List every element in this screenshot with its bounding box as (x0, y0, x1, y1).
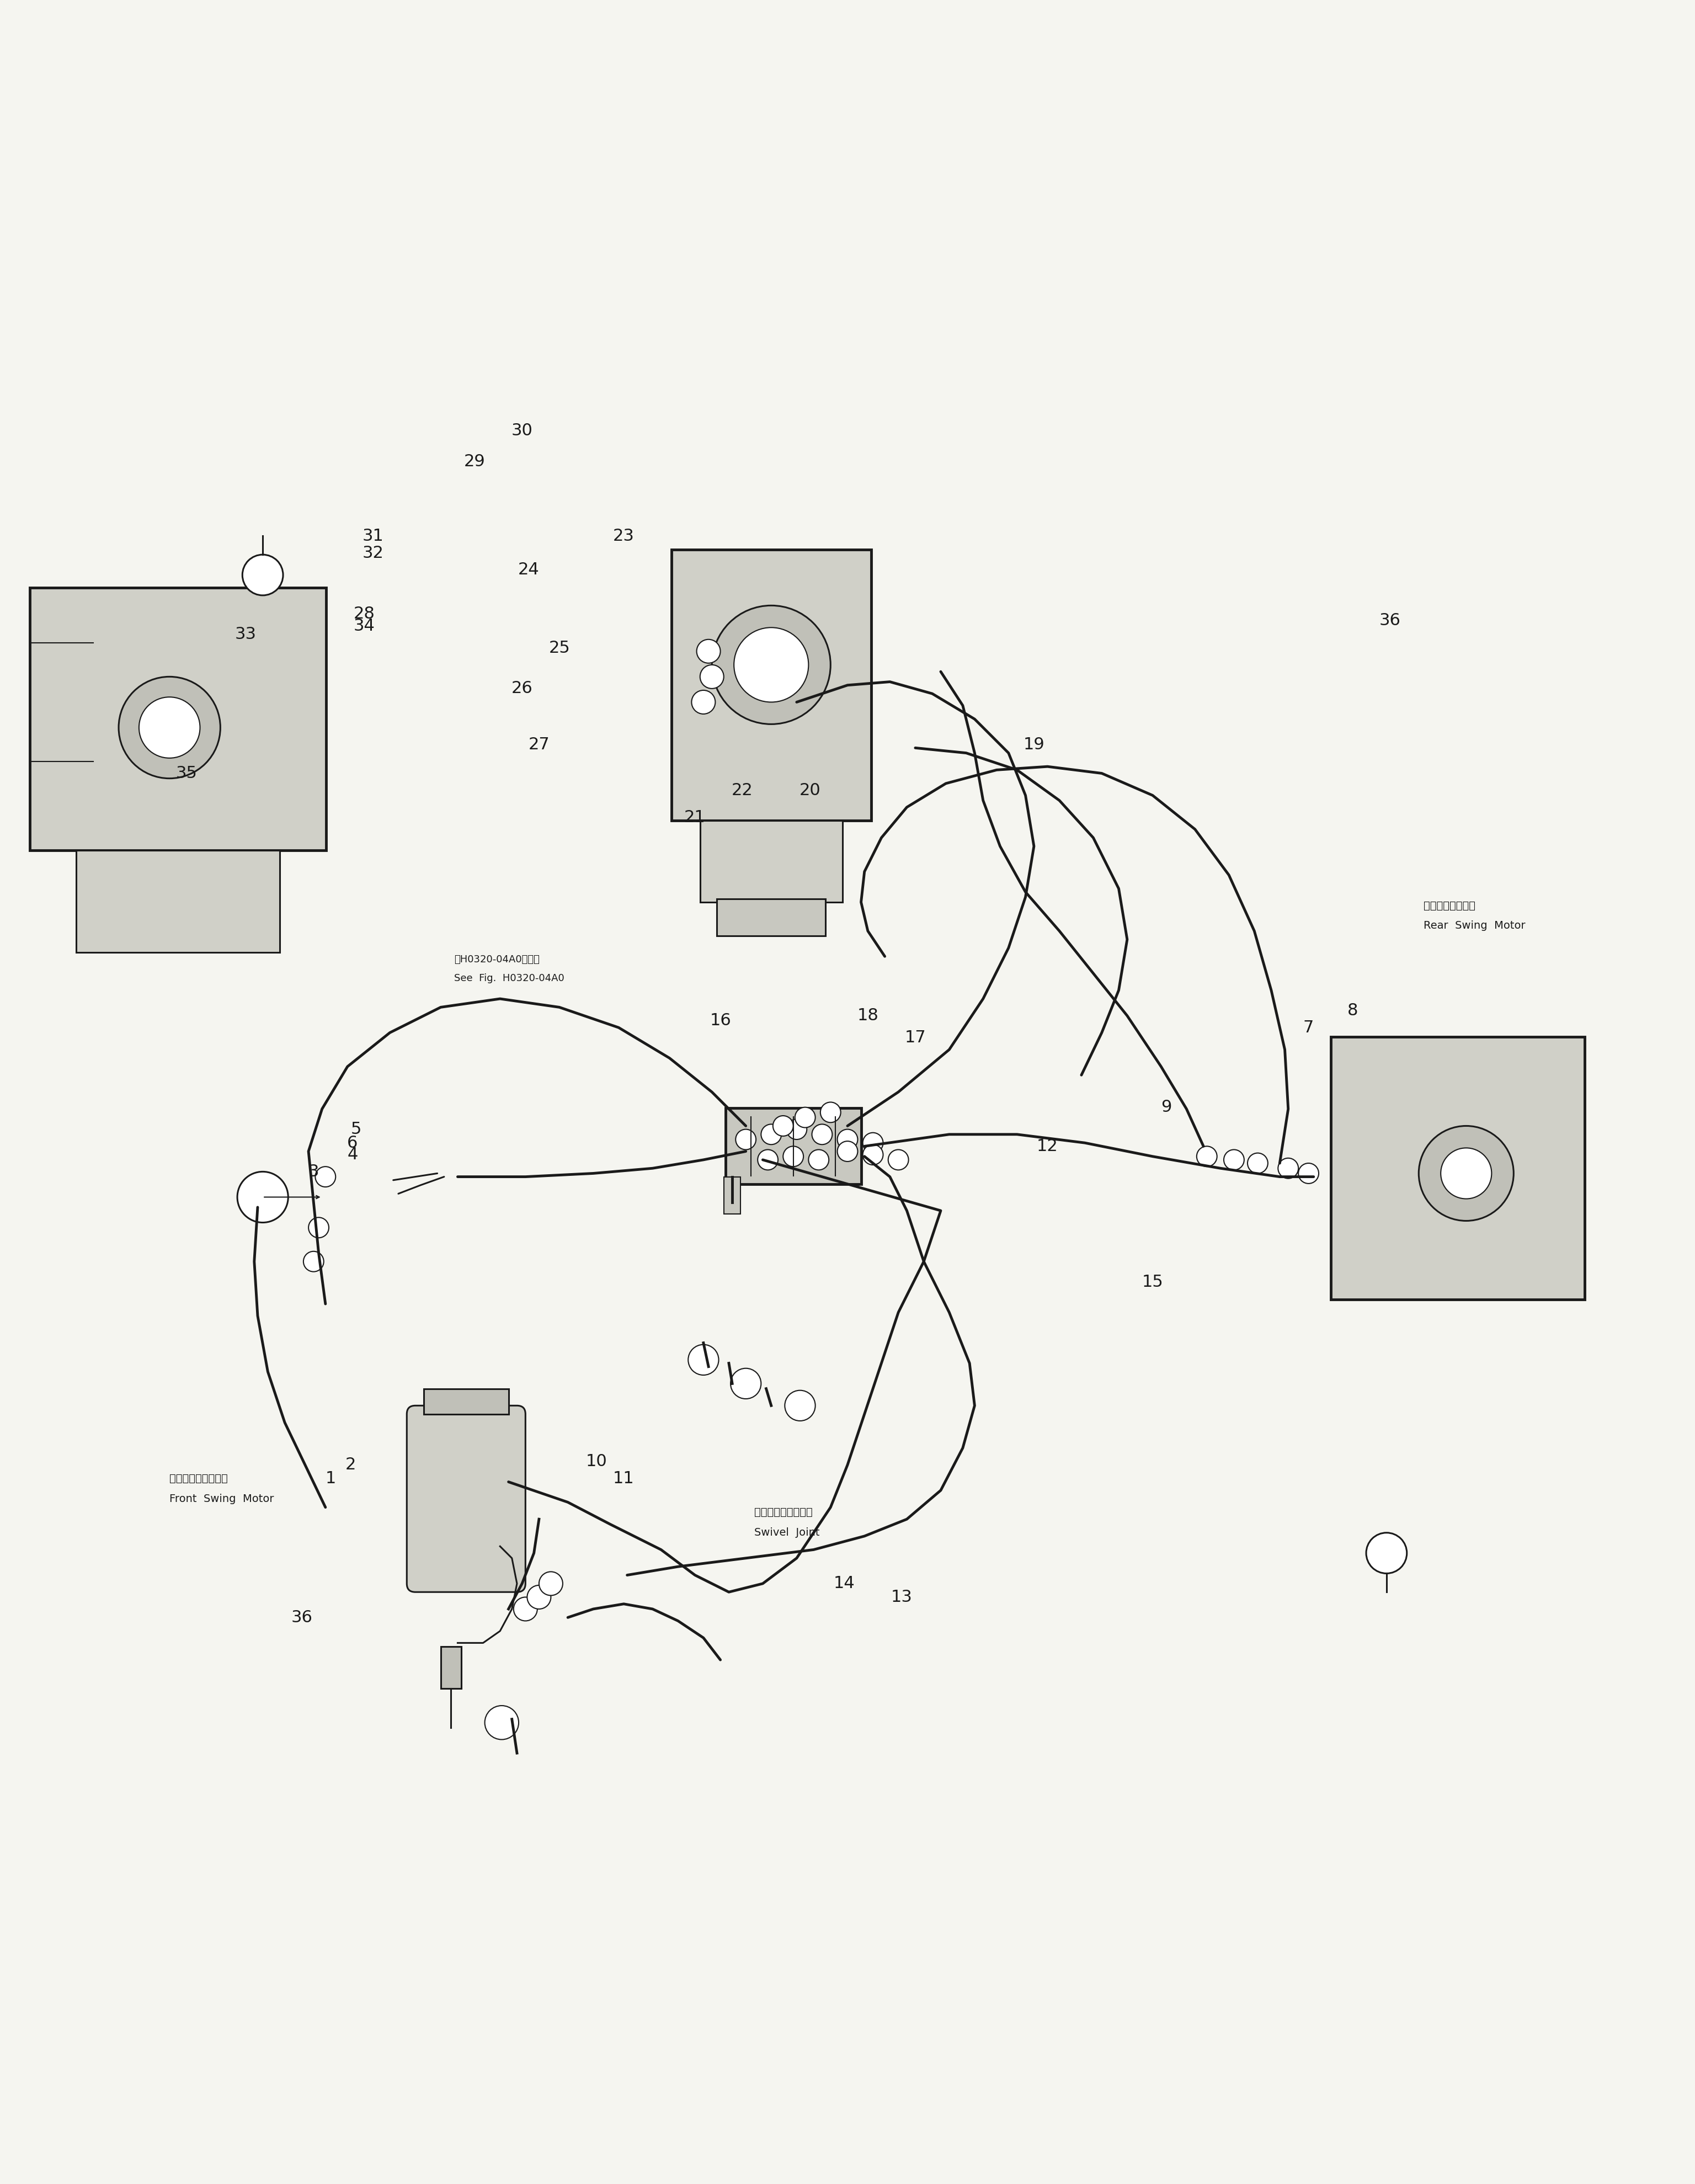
Text: リヤー旋回モータ: リヤー旋回モータ (1424, 900, 1476, 911)
Text: Front  Swing  Motor: Front Swing Motor (170, 1494, 275, 1505)
Circle shape (1366, 1533, 1407, 1572)
Text: 9: 9 (1161, 1099, 1171, 1116)
Circle shape (1419, 1127, 1514, 1221)
Circle shape (119, 677, 220, 778)
FancyBboxPatch shape (76, 850, 280, 952)
Text: 24: 24 (519, 561, 539, 579)
Circle shape (863, 1144, 883, 1164)
Text: 11: 11 (614, 1470, 634, 1487)
Circle shape (1248, 1153, 1268, 1173)
FancyBboxPatch shape (717, 900, 825, 937)
Circle shape (812, 1125, 832, 1144)
FancyBboxPatch shape (700, 821, 842, 902)
FancyBboxPatch shape (725, 1107, 861, 1184)
Text: 30: 30 (512, 424, 532, 439)
FancyBboxPatch shape (671, 550, 871, 821)
Circle shape (237, 1171, 288, 1223)
Text: 15: 15 (1142, 1273, 1163, 1291)
Text: Rear  Swing  Motor: Rear Swing Motor (1424, 922, 1526, 930)
Text: 31: 31 (363, 529, 383, 544)
Circle shape (1298, 1164, 1319, 1184)
Text: 21: 21 (685, 810, 705, 826)
Circle shape (837, 1142, 858, 1162)
Text: フロント旋回モータ: フロント旋回モータ (170, 1474, 227, 1483)
Circle shape (820, 1103, 841, 1123)
Circle shape (809, 1149, 829, 1171)
Text: Swivel  Joint: Swivel Joint (754, 1527, 820, 1538)
Text: 19: 19 (1024, 736, 1044, 753)
Circle shape (863, 1133, 883, 1153)
Text: 6: 6 (347, 1136, 358, 1151)
FancyBboxPatch shape (1331, 1037, 1585, 1299)
Text: 36: 36 (292, 1610, 312, 1625)
Text: 17: 17 (905, 1029, 925, 1046)
Text: 8: 8 (1348, 1002, 1358, 1018)
Text: 7: 7 (1303, 1020, 1314, 1035)
Circle shape (731, 1369, 761, 1398)
Text: 36: 36 (1380, 614, 1400, 629)
Text: 27: 27 (529, 736, 549, 753)
Circle shape (786, 1118, 807, 1140)
FancyBboxPatch shape (441, 1647, 461, 1688)
Circle shape (785, 1391, 815, 1422)
Text: 2: 2 (346, 1457, 356, 1472)
Circle shape (308, 1216, 329, 1238)
Text: 35: 35 (176, 764, 197, 782)
Text: 1: 1 (325, 1470, 336, 1487)
Text: 12: 12 (1037, 1138, 1058, 1155)
Circle shape (303, 1251, 324, 1271)
Circle shape (692, 690, 715, 714)
Text: 14: 14 (834, 1575, 854, 1592)
Text: See  Fig.  H0320-04A0: See Fig. H0320-04A0 (454, 974, 564, 983)
Circle shape (700, 664, 724, 688)
Circle shape (736, 1129, 756, 1149)
Circle shape (795, 1107, 815, 1127)
Circle shape (1441, 1149, 1492, 1199)
Text: 22: 22 (732, 782, 753, 799)
Text: 第H0320-04A0図参照: 第H0320-04A0図参照 (454, 954, 539, 965)
Circle shape (315, 1166, 336, 1186)
Circle shape (1224, 1149, 1244, 1171)
FancyBboxPatch shape (31, 587, 325, 850)
Text: 10: 10 (586, 1455, 607, 1470)
Circle shape (734, 627, 809, 701)
Text: 32: 32 (363, 546, 383, 561)
Circle shape (514, 1597, 537, 1621)
Circle shape (697, 640, 720, 664)
FancyBboxPatch shape (424, 1389, 508, 1413)
Text: スイベルジョイント: スイベルジョイント (754, 1507, 812, 1518)
Text: 34: 34 (354, 618, 375, 633)
Circle shape (1197, 1147, 1217, 1166)
FancyBboxPatch shape (407, 1406, 525, 1592)
Text: 29: 29 (464, 454, 485, 470)
Circle shape (242, 555, 283, 596)
Circle shape (139, 697, 200, 758)
Circle shape (539, 1572, 563, 1597)
Circle shape (712, 605, 831, 725)
Circle shape (527, 1586, 551, 1610)
Text: 5: 5 (351, 1120, 361, 1138)
FancyBboxPatch shape (724, 1177, 741, 1214)
Circle shape (888, 1149, 909, 1171)
Text: 18: 18 (858, 1007, 878, 1024)
Text: 28: 28 (354, 605, 375, 622)
Circle shape (837, 1129, 858, 1149)
Text: 16: 16 (710, 1013, 731, 1029)
Text: 26: 26 (512, 681, 532, 697)
Circle shape (761, 1125, 781, 1144)
Text: 4: 4 (347, 1147, 358, 1162)
Text: 3: 3 (308, 1164, 319, 1179)
Text: 20: 20 (800, 782, 820, 799)
Circle shape (758, 1149, 778, 1171)
Text: 25: 25 (549, 640, 570, 655)
Circle shape (1278, 1158, 1298, 1179)
Circle shape (688, 1345, 719, 1376)
Circle shape (773, 1116, 793, 1136)
Text: 33: 33 (236, 627, 256, 642)
Circle shape (783, 1147, 803, 1166)
Circle shape (485, 1706, 519, 1738)
Text: 13: 13 (892, 1590, 912, 1605)
Text: 23: 23 (614, 529, 634, 544)
